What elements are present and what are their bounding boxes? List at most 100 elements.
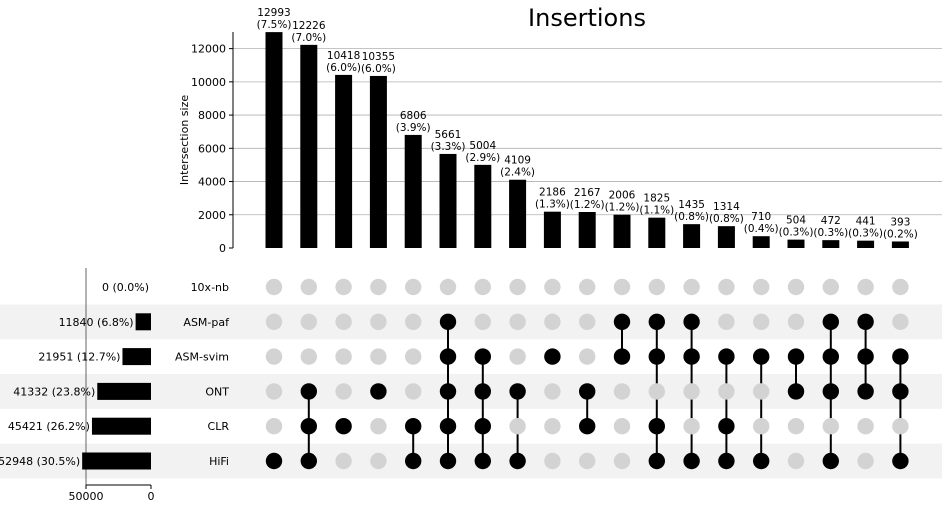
matrix-dot-active [439,313,457,330]
intersection-value-label: 5004 [469,140,496,152]
intersection-bar [787,239,805,248]
intersection-percent-label: (0.4%) [744,223,779,235]
matrix-dot-inactive [857,452,874,470]
matrix-dot-active [857,348,874,365]
intersection-bar [369,75,387,248]
matrix-dot-active [683,313,700,330]
matrix-dot-inactive [613,383,631,400]
set-size-label: 52948 (30.5%) [0,455,80,468]
matrix-dot-active [822,313,839,330]
matrix-dot-inactive [718,278,735,296]
matrix-dot-inactive [509,418,526,435]
set-size-bar [82,452,151,470]
matrix-dot-active [857,383,874,400]
intersection-value-label: 5661 [435,129,462,141]
matrix-dot-inactive [370,278,387,296]
matrix-dot-active [300,418,317,435]
matrix-dot-active [474,452,491,470]
matrix-dot-inactive [370,418,387,435]
matrix-dot-active [753,348,770,365]
intersection-value-label: 1314 [713,201,740,213]
intersection-value-label: 2186 [539,187,566,199]
matrix-dot-active [439,383,457,400]
matrix-dot-inactive [335,383,352,400]
set-size-bar [91,417,151,435]
intersection-percent-label: (0.3%) [813,227,848,239]
intersection-percent-label: (0.8%) [674,211,709,223]
intersection-bar [822,240,840,248]
intersection-value-label: 472 [821,215,841,227]
matrix-dot-inactive [405,383,422,400]
intersection-value-label: 1435 [678,199,705,211]
matrix-dot-active [857,313,874,330]
y-tick-label: 6000 [198,142,226,155]
matrix-dot-inactive [335,278,352,296]
intersection-bar [578,211,596,248]
intersection-bar [300,44,318,248]
matrix-dot-inactive [683,418,700,435]
matrix-dot-inactive [613,278,631,296]
matrix-dot-active [718,418,735,435]
y-tick-label: 2000 [198,209,226,222]
intersection-bar [648,217,666,248]
intersection-value-label: 504 [786,215,806,227]
intersection-bar [891,241,909,248]
matrix-dot-inactive [544,418,561,435]
intersection-bar [543,211,561,248]
intersection-bar [404,134,422,248]
matrix-dot-inactive [405,313,422,330]
set-name-label: 10x-nb [191,281,229,294]
matrix-dot-inactive [405,278,422,296]
matrix-dot-active [648,313,665,330]
matrix-dot-active [544,348,561,365]
matrix-dot-active [300,383,317,400]
intersection-percent-label: (1.2%) [605,202,640,214]
matrix-dot-inactive [370,452,387,470]
matrix-dot-active [753,452,770,470]
set-size-bar [97,382,151,400]
intersection-bar [683,224,701,248]
matrix-dot-inactive [335,313,352,330]
matrix-dot-inactive [683,383,700,400]
matrix-dot-inactive [648,383,665,400]
intersection-value-label: 2167 [574,187,601,199]
matrix-dot-inactive [718,313,735,330]
intersection-percent-label: (2.9%) [465,152,500,164]
intersection-percent-label: (3.9%) [396,122,431,134]
intersection-bar [509,179,527,248]
matrix-dot-active [579,418,596,435]
matrix-dot-active [613,313,631,330]
intersection-bar [613,214,631,248]
matrix-dot-inactive [544,278,561,296]
intersection-bar [857,240,875,248]
matrix-dot-active [265,452,283,470]
matrix-dot-active [787,348,805,365]
matrix-dot-active [405,418,422,435]
matrix-dot-active [718,348,735,365]
matrix-dot-active [439,348,457,365]
set-size-bar [122,348,151,366]
set-size-label: 11840 (6.8%) [59,316,134,329]
set-size-label: 45421 (26.2%) [8,420,90,433]
set-name-label: ASM-paf [183,316,230,329]
matrix-dot-active [474,348,491,365]
matrix-dot-active [648,418,665,435]
matrix-dot-active [509,452,526,470]
matrix-dot-active [718,452,735,470]
matrix-dot-inactive [822,278,839,296]
intersection-bar [752,236,770,248]
intersection-percent-label: (7.5%) [257,19,292,31]
matrix-dot-inactive [892,278,909,296]
matrix-dot-active [405,452,422,470]
matrix-dot-active [683,452,700,470]
matrix-dot-inactive [439,278,457,296]
intersection-bar [474,164,492,248]
matrix-dot-inactive [579,452,596,470]
matrix-dot-inactive [265,278,283,296]
set-size-label: 0 (0.0%) [102,281,149,294]
intersection-value-label: 6806 [400,110,427,122]
intersection-value-label: 4109 [504,155,531,167]
matrix-row-stripe [0,443,942,479]
y-tick-label: 12000 [191,43,226,56]
matrix-dot-active [579,383,596,400]
